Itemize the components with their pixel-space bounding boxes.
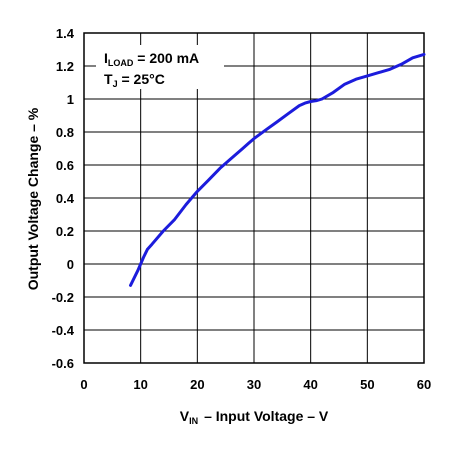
annotation-iload: ILOAD = 200 mA — [104, 50, 199, 68]
x-tick-label: 20 — [190, 377, 204, 392]
series-line — [129, 52, 426, 287]
y-tick-label: 1 — [67, 92, 74, 107]
y-tick-label: 1.4 — [56, 26, 75, 41]
y-tick-label: 0.4 — [56, 191, 75, 206]
annotation-background — [96, 45, 224, 89]
annotation-tj: TJ = 25°C — [104, 71, 165, 89]
x-axis-tick-labels: 0 10 20 30 40 50 60 — [80, 377, 431, 392]
x-tick-label: 40 — [303, 377, 317, 392]
plot-frame — [83, 32, 425, 364]
x-tick-label: 10 — [133, 377, 147, 392]
x-tick-label: 0 — [80, 377, 87, 392]
y-tick-label: 0.6 — [56, 158, 74, 173]
y-tick-label: -0.4 — [52, 323, 75, 338]
x-tick-label: 50 — [360, 377, 374, 392]
x-tick-label: 60 — [417, 377, 431, 392]
y-tick-label: 0.8 — [56, 125, 74, 140]
y-axis-tick-labels: -0.6 -0.4 -0.2 0 0.2 0.4 0.6 0.8 1 1.2 1.4 — [52, 26, 75, 371]
y-tick-label: -0.2 — [52, 290, 74, 305]
y-tick-label: -0.6 — [52, 356, 74, 371]
y-tick-label: 1.2 — [56, 59, 74, 74]
y-axis-title: Output Voltage Change – % — [25, 107, 41, 290]
x-axis-title: VIN – Input Voltage – V — [180, 408, 329, 426]
x-tick-label: 30 — [247, 377, 261, 392]
y-tick-label: 0 — [67, 257, 74, 272]
y-tick-label: 0.2 — [56, 224, 74, 239]
